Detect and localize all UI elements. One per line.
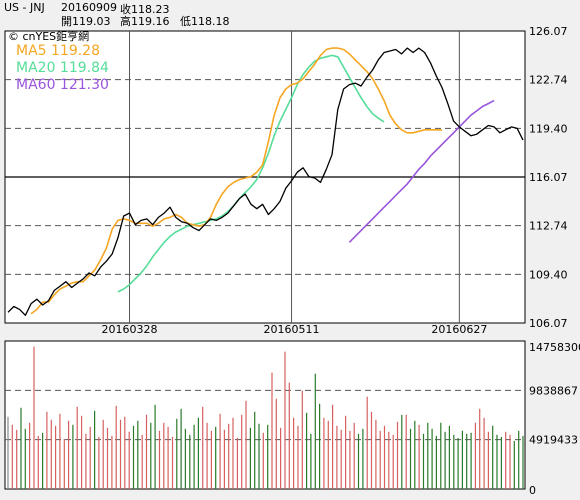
- volume-horizontal-grid: [5, 389, 525, 441]
- x-tick-label: 20160328: [102, 323, 158, 336]
- ma20-legend-label: MA20 119.84: [16, 60, 109, 76]
- price-series-lines: [7, 47, 524, 316]
- volume-y-tick-label: 0: [529, 484, 536, 497]
- ma20-line: [117, 54, 385, 293]
- ma5-line: [30, 47, 443, 315]
- y-tick-label: 122.74: [529, 74, 568, 87]
- x-tick-label: 20160511: [264, 323, 320, 336]
- y-tick-label: 112.74: [529, 220, 568, 233]
- watermark-text: © cnYES鉅亨網: [8, 29, 89, 43]
- close-label: 收118.23: [120, 3, 170, 16]
- volume-y-tick-label: 4919433: [529, 434, 578, 447]
- open-label: 開119.03: [61, 15, 111, 28]
- y-tick-label: 119.40: [529, 122, 568, 135]
- low-label: 低118.18: [180, 15, 230, 28]
- volume-panel: [4, 340, 526, 490]
- ma60-legend-label: MA60 121.30: [16, 77, 109, 93]
- volume-y-tick-labels: 14758300 9838867 4919433 0: [529, 341, 580, 497]
- high-label: 高119.16: [120, 15, 170, 28]
- y-tick-label: 116.07: [529, 171, 568, 184]
- y-tick-label: 126.07: [529, 25, 568, 38]
- ma5-legend-label: MA5 119.28: [16, 43, 100, 59]
- price-x-tick-labels: 20160328201605112016062720160811: [102, 323, 488, 336]
- y-tick-label: 106.07: [529, 317, 568, 330]
- ma60-line: [348, 99, 495, 243]
- date-label: 20160909: [61, 1, 117, 14]
- x-tick-label: 20160627: [431, 323, 487, 336]
- symbol-label: US - JNJ: [4, 1, 45, 14]
- volume-bars: [7, 346, 524, 489]
- price-line: [7, 47, 524, 316]
- y-tick-label: 109.40: [529, 268, 568, 281]
- price-y-tick-labels: 126.07 122.74 119.40 116.07 112.74 109.40 106.…: [529, 25, 568, 330]
- volume-y-tick-label: 14758300: [529, 341, 580, 354]
- volume-y-tick-label: 9838867: [529, 384, 578, 397]
